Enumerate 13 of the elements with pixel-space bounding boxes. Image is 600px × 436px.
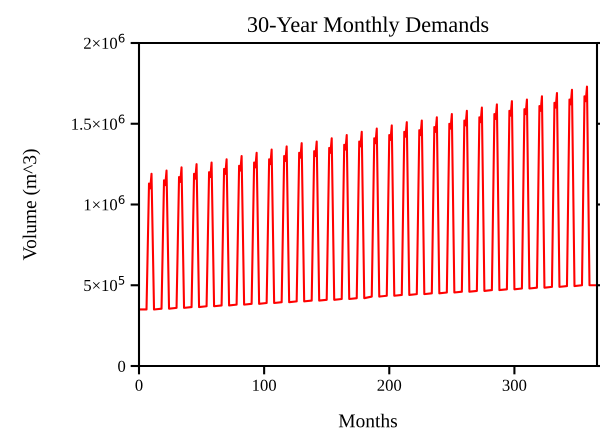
chart-title: 30-Year Monthly Demands	[248, 16, 488, 37]
y-tick-label: 1.5×10$^{6}$	[72, 114, 125, 130]
y-tick-label: 0	[118, 360, 126, 372]
y-axis-title: Volume (m^3)	[22, 149, 40, 260]
x-tick-label: 0	[135, 380, 143, 391]
x-axis-title: Months	[338, 414, 398, 428]
x-tick-label: 300	[502, 380, 526, 391]
x-tick-label: 100	[253, 380, 276, 391]
y-tick-label: 5×10$^{5}$	[84, 276, 124, 292]
line-series	[139, 86, 597, 311]
x-tick-label: 200	[378, 380, 402, 391]
y-tick-label: 2×10$^{6}$	[84, 34, 125, 49]
y-tick-label: 1×10$^{6}$	[84, 195, 125, 210]
